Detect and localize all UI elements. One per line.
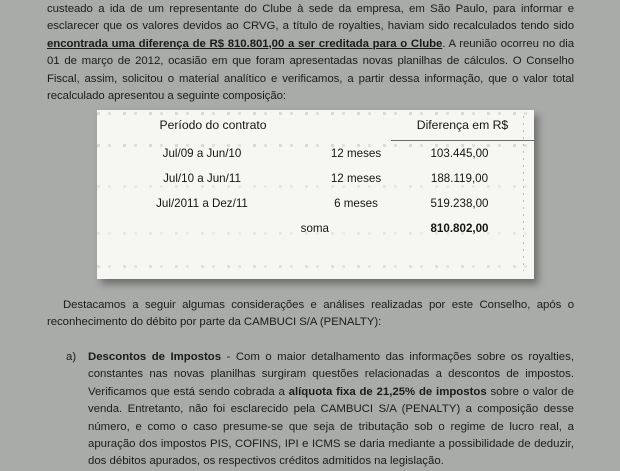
header-months <box>329 110 391 141</box>
cell-period: Jul/10 a Jun/11 <box>163 172 241 185</box>
table-body: Jul/09 a Jun/10 12 meses 103.445,00 Jul/… <box>97 141 534 242</box>
composition-table-panel: Período do contrato Diferença em R$ Jul/… <box>97 110 534 279</box>
table-row: Jul/10 a Jun/11 12 meses 188.119,00 <box>97 166 534 191</box>
list-item-title: Descontos de Impostos <box>88 351 222 363</box>
cell-total-months <box>329 216 391 241</box>
cell-value: 519.238,00 <box>430 197 489 210</box>
list-item-emphasis-rate: alíquota fixa de 21,25% de impostos <box>288 385 487 398</box>
cell-months: 12 meses <box>330 146 382 160</box>
header-period: Período do contrato <box>159 118 267 133</box>
list-item-body: Descontos de Impostos - Com o maior deta… <box>88 349 574 471</box>
table-row: Jul/09 a Jun/10 12 meses 103.445,00 <box>97 141 534 167</box>
intro-line-2: esclarecer que os valores devidos ao CRV… <box>47 20 550 33</box>
cell-total-value: 810.802,00 <box>430 222 489 235</box>
destacamos-line-2: reconhecimento do débito por parte da CA… <box>47 316 382 329</box>
intro-paragraph: custeado a ida de um representante do Cl… <box>47 1 574 105</box>
cell-period: Jul/09 a Jun/10 <box>162 146 242 160</box>
header-difference: Diferença em R$ <box>391 110 534 141</box>
cell-value: 103.445,00 <box>430 147 489 160</box>
intro-line-1: custeado a ida de um representante do Cl… <box>47 3 574 15</box>
table-header-row: Período do contrato Diferença em R$ <box>97 110 534 141</box>
list-item-part-1: - Com o maior detalhamento das informaçõ… <box>88 351 574 398</box>
destacamos-line-1: Destacamos a seguir algumas consideraçõe… <box>63 299 574 311</box>
intro-line-3-suffix: . A reunião ocorreu <box>442 37 539 50</box>
intro-line-5: Conselho Fiscal, assim, solicitou o mate… <box>47 55 574 85</box>
intro-line-4: no dia 01 de março de 2012, ocasião em q… <box>47 37 574 68</box>
intro-line-6: valor total recalculado apresentou a seg… <box>47 72 574 103</box>
cell-months: 6 meses <box>334 197 378 210</box>
table-total-row: soma 810.802,00 <box>97 216 534 241</box>
destacamos-paragraph: Destacamos a seguir algumas consideraçõe… <box>47 297 574 332</box>
cell-value: 188.119,00 <box>430 172 489 185</box>
cell-total-label: soma <box>300 222 329 235</box>
list-item-part-2: sobre o valor de venda. Entretanto, não … <box>88 385 574 468</box>
composition-table-inner: Período do contrato Diferença em R$ Jul/… <box>97 110 534 279</box>
cell-period: Jul/2011 a Dez/11 <box>156 197 248 210</box>
table-row: Jul/2011 a Dez/11 6 meses 519.238,00 <box>97 191 534 216</box>
cell-months: 12 meses <box>330 172 382 185</box>
intro-line-3-prefix: sido <box>553 20 574 33</box>
intro-emphasis-difference: encontrada uma diferença de R$ 810.801,0… <box>47 37 443 50</box>
list-marker-a: a) <box>66 351 77 363</box>
composition-table: Período do contrato Diferença em R$ Jul/… <box>97 110 534 241</box>
table-head: Período do contrato Diferença em R$ <box>97 110 534 141</box>
list-item: a) Descontos de Impostos - Com o maior d… <box>66 349 574 471</box>
